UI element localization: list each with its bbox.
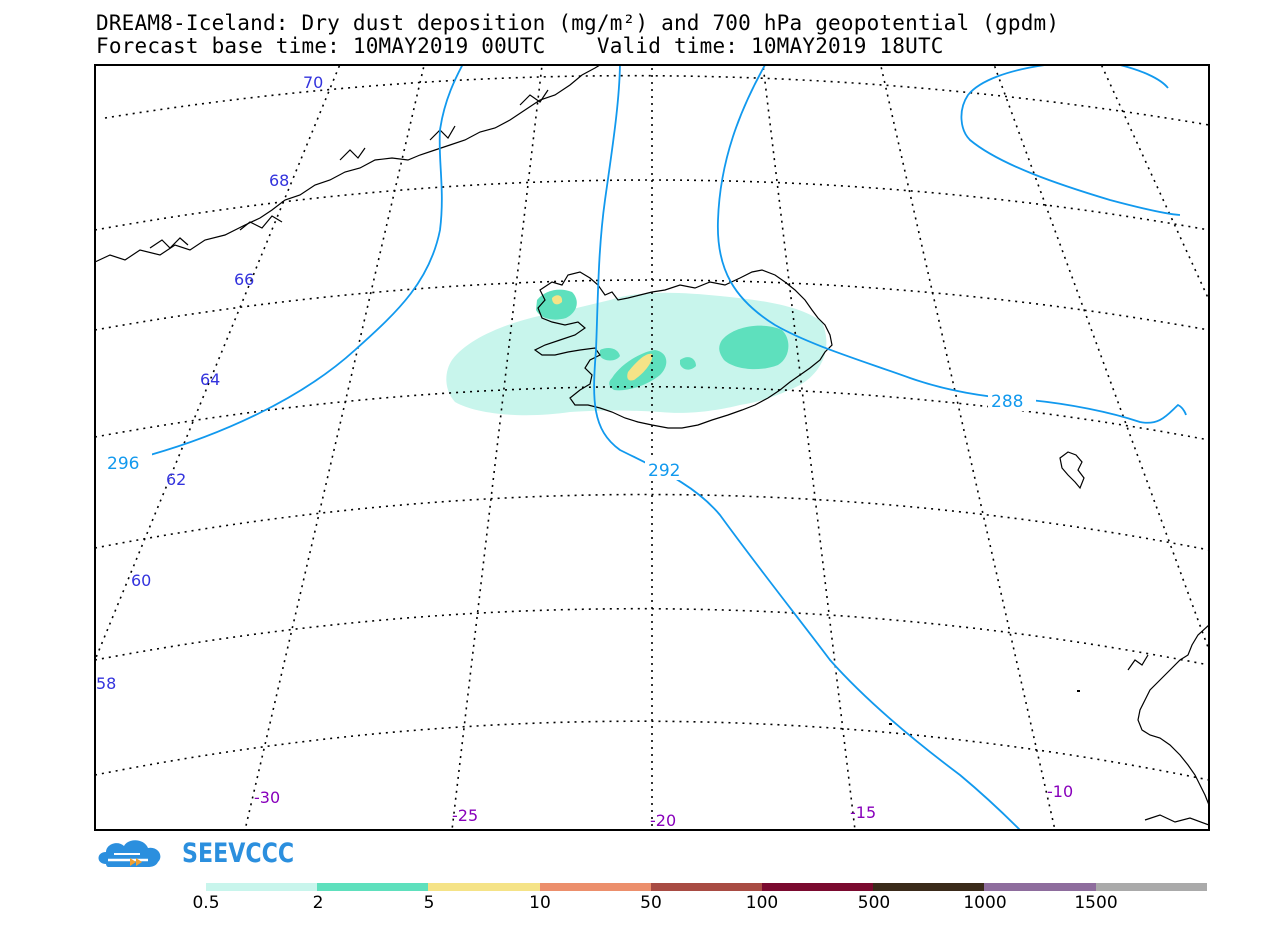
colorbar-label-1000: 1000 — [963, 893, 1007, 913]
faroe-coast — [1059, 451, 1085, 490]
lat-label-64: 64 — [200, 370, 220, 389]
contour-288 — [717, 65, 1187, 424]
colorbar-label-2: 2 — [312, 893, 324, 913]
coastlines — [95, 65, 1209, 826]
colorbar-label-500: 500 — [857, 893, 891, 913]
dust-shading-high — [552, 295, 653, 381]
longitude-grid — [95, 65, 1209, 830]
map-frame — [94, 64, 1210, 831]
lon-label-10w: -10 — [1047, 782, 1073, 801]
cloud-logo-icon — [98, 840, 161, 867]
colorbar-label-0.5: 0.5 — [192, 893, 220, 913]
contour-label-288: 288 — [991, 392, 1023, 412]
colorbar-label-1500: 1500 — [1074, 893, 1118, 913]
lat-label-70: 70 — [303, 73, 323, 92]
contour-label-292: 292 — [648, 461, 680, 481]
colorbar-bin-6 — [761, 883, 874, 891]
lat-label-66: 66 — [234, 270, 254, 289]
lat-label-62: 62 — [166, 470, 186, 489]
colorbar-label-100: 100 — [745, 893, 779, 913]
small-islands — [889, 690, 1080, 725]
colorbar-bin-1 — [206, 883, 318, 891]
contour-292 — [593, 65, 1021, 830]
lon-label-20w: -20 — [650, 811, 676, 830]
map-title: DREAM8-Iceland: Dry dust deposition (mg/… — [96, 11, 1060, 35]
geopotential-contours — [149, 65, 1187, 830]
norway-coast — [1137, 624, 1209, 806]
latitude-grid — [95, 74, 1209, 781]
colorbar-bin-5 — [650, 883, 762, 891]
lon-label-15w: -15 — [850, 803, 876, 822]
colorbar-bin-4 — [539, 883, 651, 891]
lon-label-25w: -25 — [452, 806, 478, 825]
colorbar-bin-3 — [428, 883, 540, 891]
colorbar-bin-8 — [984, 883, 1096, 891]
colorbar-label-50: 50 — [640, 893, 662, 913]
colorbar — [206, 883, 1207, 891]
lat-label-60: 60 — [131, 571, 151, 590]
dust-shading-light — [446, 292, 827, 416]
lat-label-68: 68 — [269, 171, 289, 190]
colorbar-label-5: 5 — [423, 893, 435, 913]
forecast-times: Forecast base time: 10MAY2019 00UTC Vali… — [96, 34, 944, 58]
logo-text: SEEVCCC — [182, 838, 295, 869]
colorbar-bin-2 — [317, 883, 429, 891]
greenland-coast — [95, 65, 602, 263]
lat-label-58: 58 — [96, 674, 116, 693]
colorbar-label-10: 10 — [529, 893, 551, 913]
contour-288-north — [960, 65, 1181, 216]
colorbar-bin-9 — [1095, 883, 1207, 891]
contour-label-296: 296 — [107, 454, 139, 474]
iceland-coast — [533, 269, 833, 429]
lon-label-30w: -30 — [254, 788, 280, 807]
contour-296 — [149, 65, 464, 456]
dust-shading-medium — [536, 289, 789, 391]
colorbar-bin-7 — [873, 883, 985, 891]
